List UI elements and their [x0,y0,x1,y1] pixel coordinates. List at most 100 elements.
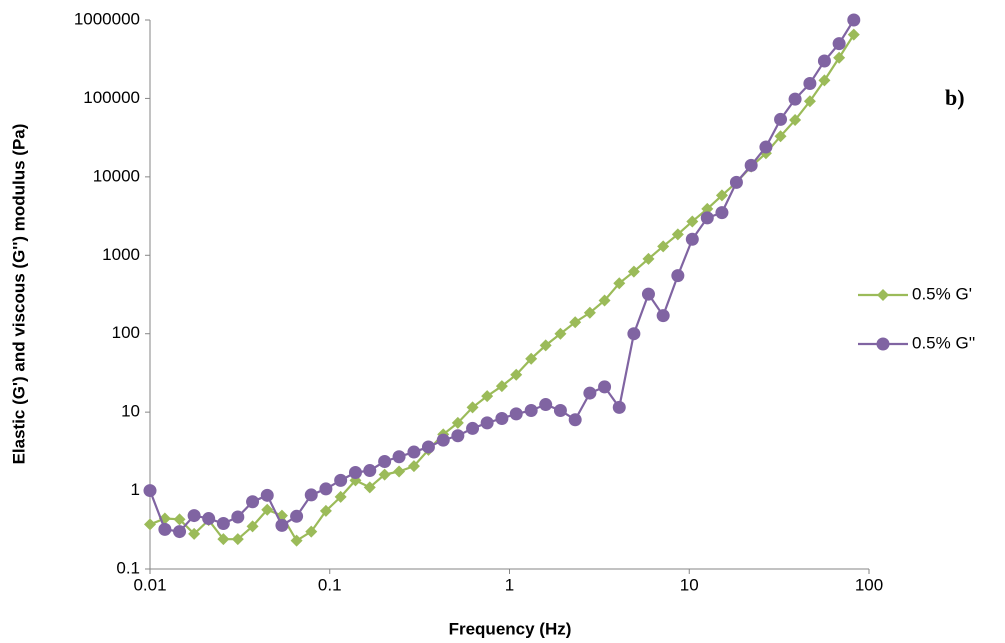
point [524,403,538,417]
y-axis-title: Elastic (G') and viscous (G'') modulus (… [9,124,28,465]
point [187,509,201,523]
point [481,390,494,403]
point [818,74,831,87]
point [216,517,230,531]
point [319,482,333,496]
point [568,413,582,427]
point [378,468,391,481]
point [393,465,406,478]
point [480,416,494,430]
point [583,386,597,400]
x-tick-label: 0.1 [318,575,342,594]
x-tick-label: 1 [505,575,514,594]
point [685,232,699,246]
point [789,114,802,127]
point [231,533,244,546]
point [305,525,318,538]
point [158,522,172,536]
point [612,400,626,414]
point [188,527,201,540]
point [202,512,216,526]
point [598,380,612,394]
point [261,503,274,516]
point [657,240,670,253]
y-tick-label: 1000000 [74,9,140,28]
legend-label: 0.5% G'' [912,333,975,352]
point [466,401,479,414]
point [671,269,685,283]
point [334,473,348,487]
point [144,518,156,531]
point [334,490,347,503]
point [348,465,362,479]
point [847,13,861,27]
legend-marker [876,337,890,351]
point [759,140,773,154]
point [231,510,245,524]
point [421,440,435,454]
point [774,130,787,143]
point [583,306,596,319]
point [246,520,259,533]
point [715,189,728,202]
point [451,429,465,443]
point [290,534,303,547]
point [774,112,788,126]
point [407,460,420,473]
point [495,411,509,425]
point [319,504,332,517]
point [363,481,376,494]
point [744,158,758,172]
point [715,206,729,220]
point [569,316,582,329]
x-tick-label: 0.01 [133,575,166,594]
point [803,95,816,108]
point [510,368,523,381]
x-axis-title: Frequency (Hz) [449,619,572,638]
x-tick-label: 10 [680,575,699,594]
point [451,416,464,429]
point [246,495,260,509]
point [613,277,626,290]
point [553,403,567,417]
point [847,28,860,41]
point [495,380,508,393]
point [817,54,831,68]
point [143,484,157,498]
y-tick-label: 1000 [102,245,140,264]
point [642,252,655,265]
point [803,77,817,91]
point [554,327,567,340]
point [627,327,641,341]
y-tick-label: 100 [112,323,140,342]
point [378,454,392,468]
y-tick-label: 10000 [93,166,140,185]
point [466,421,480,435]
point [686,215,699,228]
point [729,175,743,189]
point [671,228,684,241]
point [275,518,289,532]
point [363,464,377,478]
legend-label: 0.5% G' [912,284,972,303]
point [701,202,714,215]
point [641,287,655,301]
point [173,513,186,526]
point [833,51,846,64]
series-line [149,34,855,543]
point [525,352,538,365]
point [656,309,670,323]
point [173,525,187,539]
point [788,92,802,106]
point [392,450,406,464]
annotation: b) [945,85,965,110]
series-line [148,19,855,533]
point [539,339,552,352]
point [509,407,523,421]
point [598,294,611,307]
point [832,37,846,51]
y-tick-label: 0.1 [116,558,140,577]
point [407,445,421,459]
y-tick-label: 1 [131,480,140,499]
point [304,488,318,502]
